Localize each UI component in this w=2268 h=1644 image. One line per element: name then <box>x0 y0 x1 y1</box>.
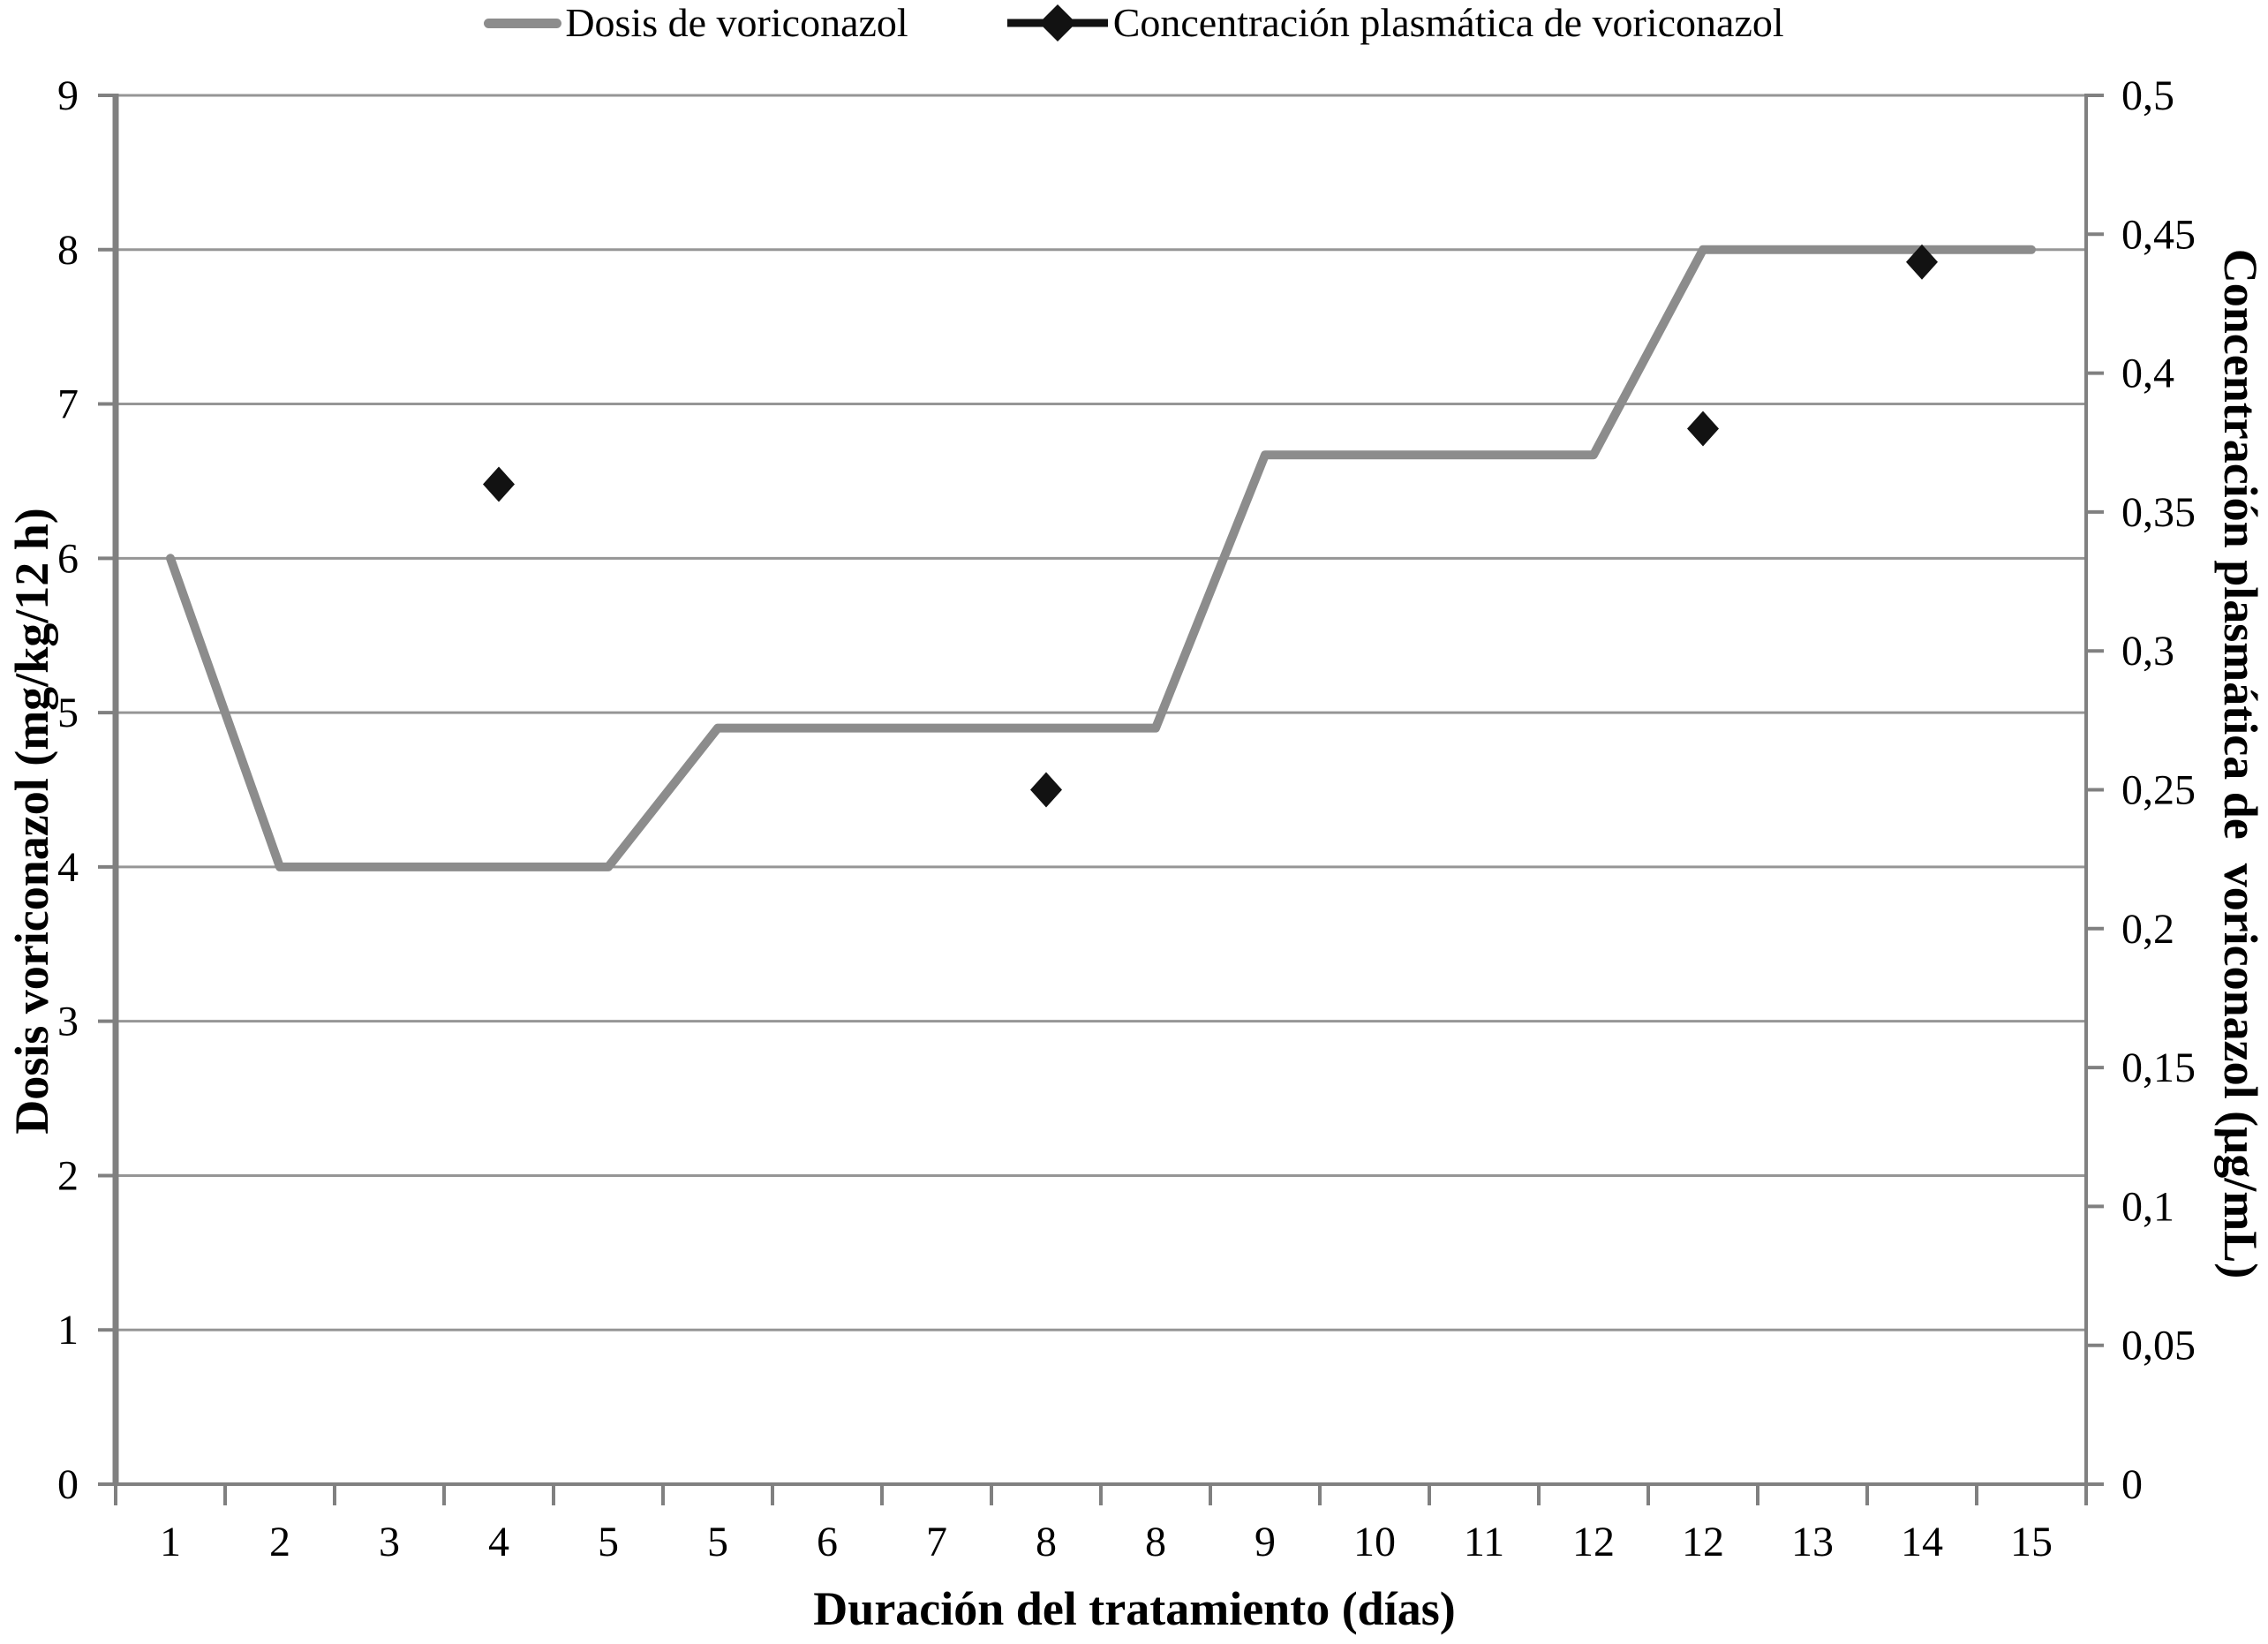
x-axis-title: Duración del tratamiento (días) <box>813 1582 1456 1635</box>
x-tick-label: 5 <box>598 1519 619 1565</box>
x-tick-label: 8 <box>1145 1519 1166 1565</box>
x-tick-label: 6 <box>817 1519 838 1565</box>
y-left-tick-label: 8 <box>57 227 79 274</box>
y-right-tick-label: 0,15 <box>2121 1044 2196 1091</box>
y-axis-left-title: Dosis voriconazol (mg/kg/12 h) <box>5 508 58 1135</box>
y-right-tick-label: 0,3 <box>2121 628 2174 675</box>
y-left-tick-label: 4 <box>57 844 79 891</box>
y-left-tick-label: 3 <box>57 999 79 1045</box>
x-tick-label: 14 <box>1901 1519 1943 1565</box>
x-tick-label: 11 <box>1464 1519 1504 1565</box>
x-tick-label: 5 <box>707 1519 728 1565</box>
y-right-tick-label: 0 <box>2121 1461 2143 1508</box>
y-left-tick-label: 9 <box>57 72 79 119</box>
x-tick-label: 12 <box>1682 1519 1724 1565</box>
y-right-tick-label: 0,35 <box>2121 489 2196 536</box>
x-tick-label: 13 <box>1791 1519 1834 1565</box>
y-left-tick-label: 1 <box>57 1307 79 1354</box>
concentration-point <box>1687 411 1719 447</box>
dose-line-swatch-icon <box>484 18 562 28</box>
x-tick-label: 10 <box>1353 1519 1396 1565</box>
concentration-diamond-swatch-icon <box>1006 4 1108 41</box>
y-right-tick-label: 0,05 <box>2121 1323 2196 1369</box>
y-right-tick-label: 0,4 <box>2121 351 2174 397</box>
x-tick-label: 1 <box>160 1519 181 1565</box>
chart-legend: Dosis de voriconazol Concentración plasm… <box>0 2 2268 44</box>
dose-line-series <box>166 245 2036 871</box>
y-axis-right-title: Concentración plasmática de voriconazol … <box>2214 248 2267 1279</box>
legend-item-concentration: Concentración plasmática de voriconazol <box>1006 2 1784 44</box>
x-tick-label: 12 <box>1572 1519 1615 1565</box>
concentration-point <box>1030 772 1062 808</box>
x-tick-label: 7 <box>926 1519 947 1565</box>
y-left-tick-label: 7 <box>57 381 79 428</box>
y-right-tick-label: 0,25 <box>2121 767 2196 814</box>
legend-label-dose: Dosis de voriconazol <box>565 0 908 45</box>
concentration-point <box>1906 244 1938 280</box>
x-tick-label: 2 <box>269 1519 290 1565</box>
y-right-tick-label: 0,45 <box>2121 211 2196 258</box>
x-tick-label: 8 <box>1036 1519 1057 1565</box>
x-tick-label: 15 <box>2010 1519 2053 1565</box>
x-tick-label: 3 <box>379 1519 400 1565</box>
y-left-tick-label: 0 <box>57 1461 79 1508</box>
x-tick-label: 4 <box>488 1519 509 1565</box>
concentration-point <box>483 466 515 502</box>
y-left-tick-label: 2 <box>57 1152 79 1199</box>
x-tick-label: 9 <box>1255 1519 1276 1565</box>
y-left-tick-label: 5 <box>57 690 79 736</box>
y-right-tick-label: 0,5 <box>2121 72 2174 119</box>
y-right-tick-label: 0,1 <box>2121 1183 2174 1230</box>
y-left-tick-label: 6 <box>57 535 79 582</box>
y-right-tick-label: 0,2 <box>2121 906 2174 953</box>
legend-label-concentration: Concentración plasmática de voriconazol <box>1112 0 1784 45</box>
legend-item-dose: Dosis de voriconazol <box>484 2 908 44</box>
